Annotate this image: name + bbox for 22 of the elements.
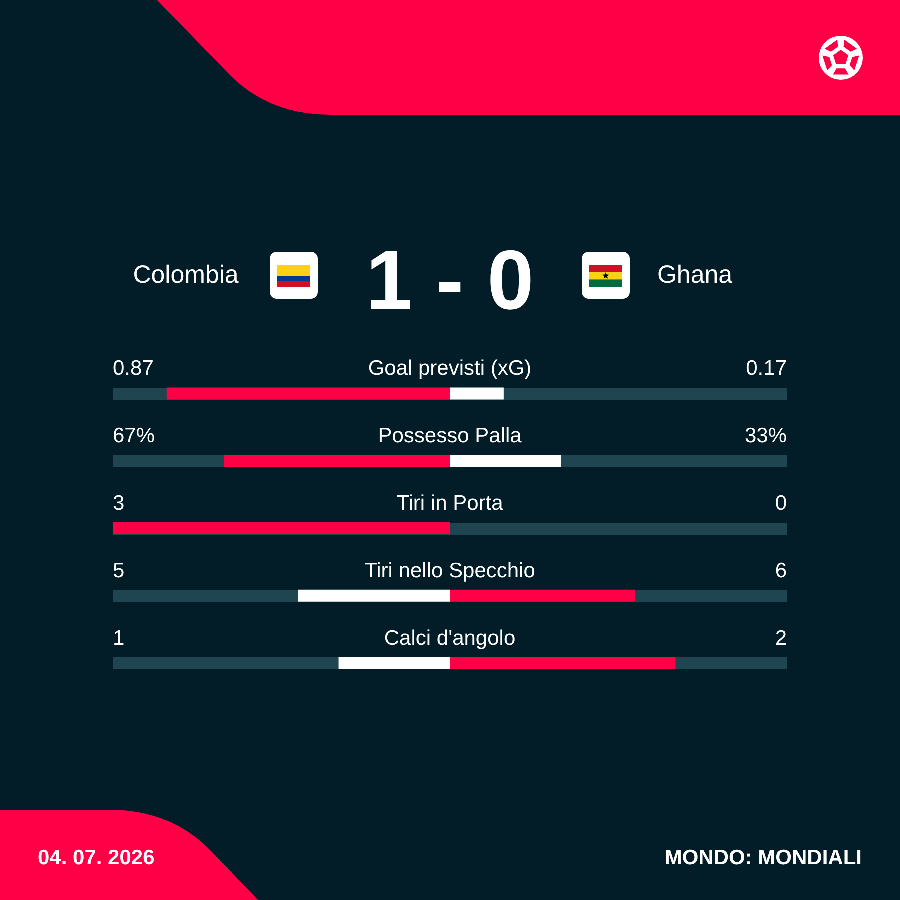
text: MONDO: MONDIALI (664, 846, 862, 870)
text: 0.17 (746, 357, 787, 380)
y-tick-label: Tiri in Porta (396, 492, 504, 515)
text: 0 (775, 492, 787, 515)
text: Ghana (657, 261, 733, 289)
y-tick-label: Possesso Palla (378, 424, 522, 448)
annotation: 67% (113, 424, 156, 448)
text: 6 (775, 559, 787, 582)
text: Colombia (133, 261, 239, 289)
text: 04. 07. 2026 (38, 846, 155, 870)
annotation: 0.87 (113, 357, 154, 380)
y-tick-label: Tiri nello Specchio (364, 559, 536, 582)
annotation: 1 (113, 626, 125, 650)
text: 2 (775, 626, 787, 650)
text: 1 - 0 (366, 233, 534, 327)
y-tick-label: Calci d'angolo (384, 626, 516, 650)
text: 33% (744, 424, 787, 448)
annotation: 3 (113, 492, 125, 515)
bar (450, 455, 562, 468)
annotation: 5 (113, 559, 125, 582)
y-tick-label: Goal previsti (xG) (368, 357, 532, 380)
bar (450, 388, 504, 400)
